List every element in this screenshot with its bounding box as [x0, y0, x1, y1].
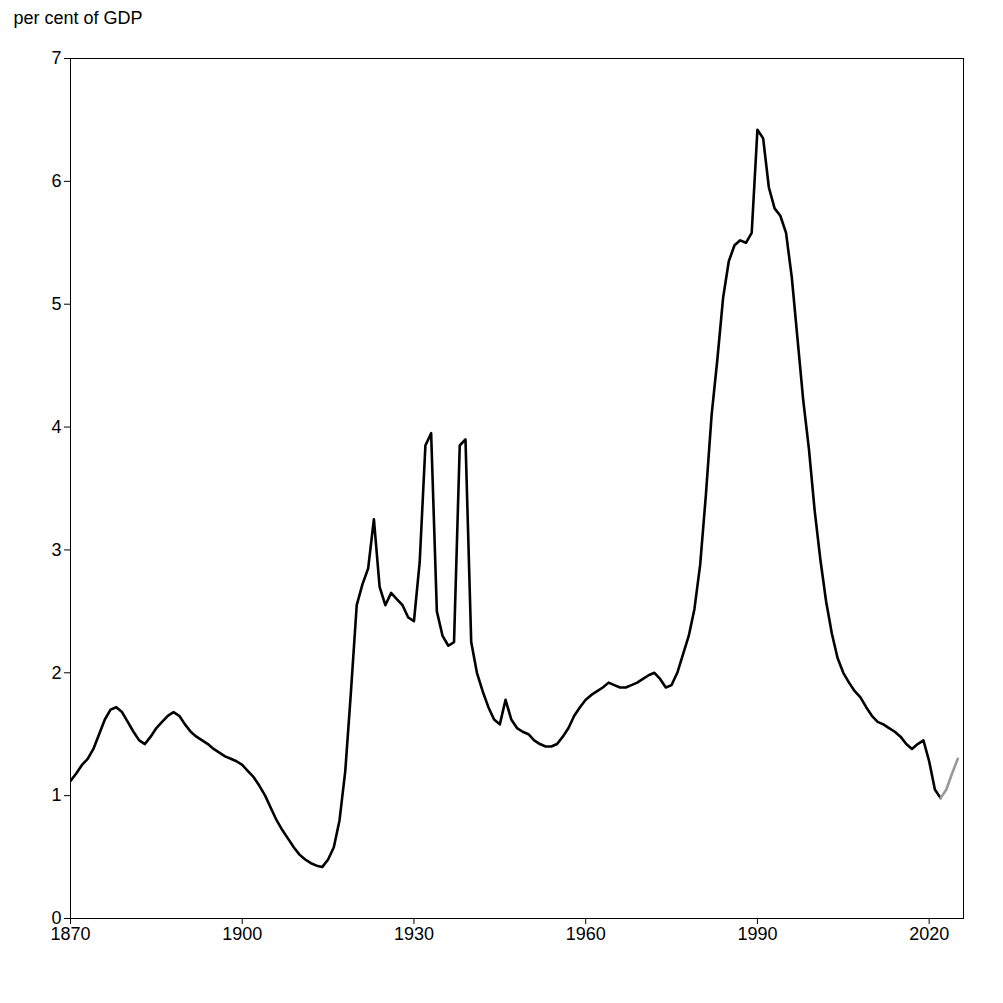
svg-text:4: 4 — [51, 417, 61, 437]
svg-text:1870: 1870 — [50, 924, 90, 944]
svg-text:2020: 2020 — [909, 924, 949, 944]
svg-text:1960: 1960 — [566, 924, 606, 944]
svg-text:7: 7 — [51, 48, 61, 68]
svg-text:1990: 1990 — [737, 924, 777, 944]
svg-text:0: 0 — [51, 908, 62, 929]
svg-text:1930: 1930 — [394, 924, 434, 944]
svg-text:3: 3 — [51, 540, 61, 560]
svg-text:per cent of GDP: per cent of GDP — [14, 8, 143, 28]
svg-text:1: 1 — [51, 785, 61, 805]
svg-text:1900: 1900 — [222, 924, 262, 944]
svg-text:6: 6 — [51, 171, 61, 191]
svg-text:5: 5 — [51, 294, 61, 314]
svg-text:2: 2 — [51, 663, 61, 683]
